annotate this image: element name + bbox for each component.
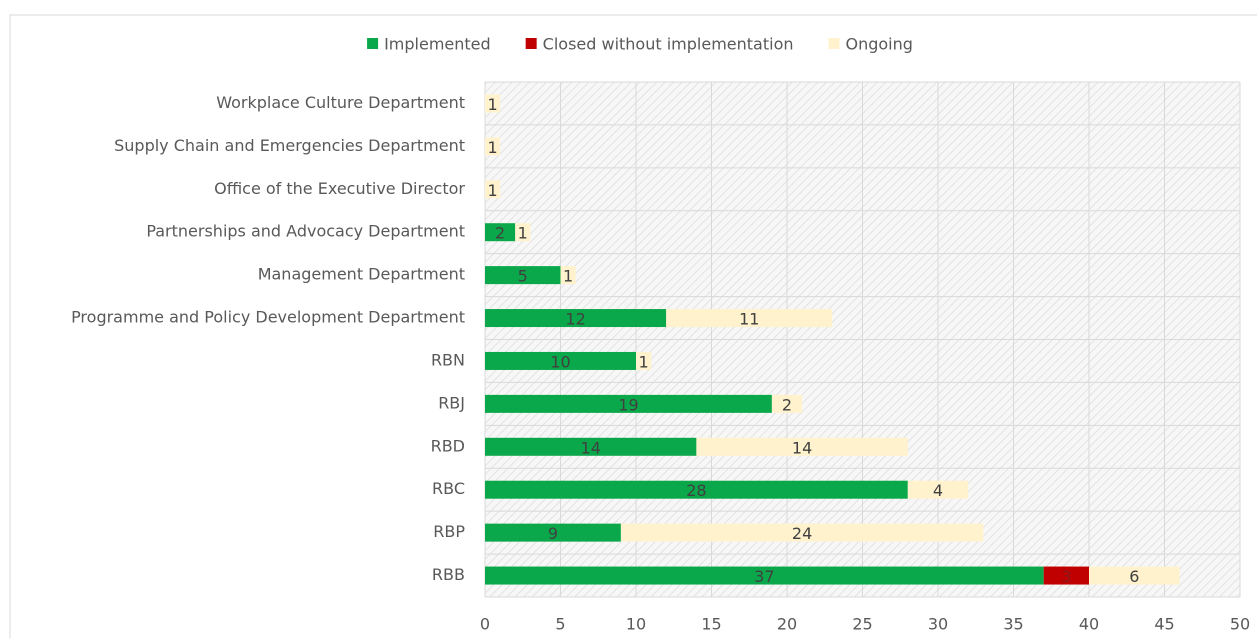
- bar-segment: [560, 266, 576, 285]
- bar-segment: [485, 94, 501, 113]
- data-label: 12: [565, 310, 585, 329]
- bar-segment: [907, 480, 969, 499]
- data-label: 3: [1061, 567, 1071, 586]
- x-tick-label: 35: [1003, 615, 1023, 634]
- legend-label: Closed without implementation: [543, 35, 794, 54]
- y-tick-label: RBD: [431, 436, 465, 455]
- data-label: 19: [618, 395, 638, 414]
- bar-segment: [515, 223, 531, 242]
- x-tick-label: 25: [852, 615, 872, 634]
- bar-segment: [771, 394, 803, 413]
- y-tick-label: RBN: [431, 350, 465, 369]
- y-tick-label: Programme and Policy Development Departm…: [71, 308, 465, 327]
- x-tick-label: 20: [777, 615, 797, 634]
- data-label: 6: [1129, 567, 1139, 586]
- y-tick-label: RBP: [433, 522, 465, 541]
- x-tick-label: 5: [555, 615, 565, 634]
- x-tick-label: 10: [626, 615, 646, 634]
- data-label: 37: [754, 567, 774, 586]
- y-tick-label: RBC: [432, 479, 465, 498]
- x-tick-label: 50: [1230, 615, 1250, 634]
- bar-segment: [1043, 566, 1089, 585]
- legend-label: Implemented: [384, 35, 491, 54]
- bar-segment: [485, 309, 667, 328]
- bar-segment: [485, 351, 636, 370]
- bar-segment: [485, 266, 561, 285]
- bar-segment: [485, 137, 501, 156]
- legend-label: Ongoing: [846, 35, 913, 54]
- bar-segment: [696, 437, 908, 456]
- data-label: 9: [548, 524, 558, 543]
- y-tick-label: RBJ: [438, 393, 465, 412]
- legend-swatch: [525, 38, 537, 49]
- data-label: 2: [782, 395, 792, 414]
- bar-segment: [485, 566, 1044, 585]
- bar-segment: [485, 180, 501, 199]
- data-label: 14: [792, 438, 812, 457]
- bar-segment: [620, 523, 984, 542]
- data-label: 24: [792, 524, 812, 543]
- y-tick-label: Supply Chain and Emergencies Department: [114, 136, 465, 155]
- data-label: 1: [487, 95, 497, 114]
- x-tick-label: 0: [480, 615, 490, 634]
- x-tick-label: 40: [1079, 615, 1099, 634]
- y-tick-label: Workplace Culture Department: [216, 93, 465, 112]
- y-tick-label: Office of the Executive Director: [214, 179, 465, 198]
- data-label: 1: [487, 181, 497, 200]
- x-tick-label: 30: [928, 615, 948, 634]
- data-label: 1: [638, 352, 648, 371]
- bar-segment: [485, 223, 516, 242]
- x-tick-label: 15: [701, 615, 721, 634]
- bar-segment: [1089, 566, 1180, 585]
- bar-segment: [485, 480, 908, 499]
- legend-swatch: [367, 38, 379, 49]
- bar-segment: [485, 394, 772, 413]
- y-tick-label: Management Department: [258, 265, 465, 284]
- data-label: 1: [518, 224, 528, 243]
- legend-swatch: [828, 38, 840, 49]
- data-label: 11: [739, 310, 759, 329]
- bar-segment: [485, 437, 697, 456]
- bar-segment: [485, 523, 621, 542]
- bar-segment: [636, 351, 652, 370]
- y-tick-label: RBB: [432, 565, 465, 584]
- x-tick-label: 45: [1154, 615, 1174, 634]
- data-label: 2: [495, 224, 505, 243]
- data-label: 10: [550, 352, 570, 371]
- data-label: 4: [933, 481, 943, 500]
- data-label: 1: [487, 138, 497, 157]
- bar-segment: [666, 309, 833, 328]
- y-tick-label: Partnerships and Advocacy Department: [146, 222, 465, 241]
- data-label: 28: [686, 481, 706, 500]
- data-label: 5: [518, 267, 528, 286]
- data-label: 14: [581, 438, 601, 457]
- data-label: 1: [563, 267, 573, 286]
